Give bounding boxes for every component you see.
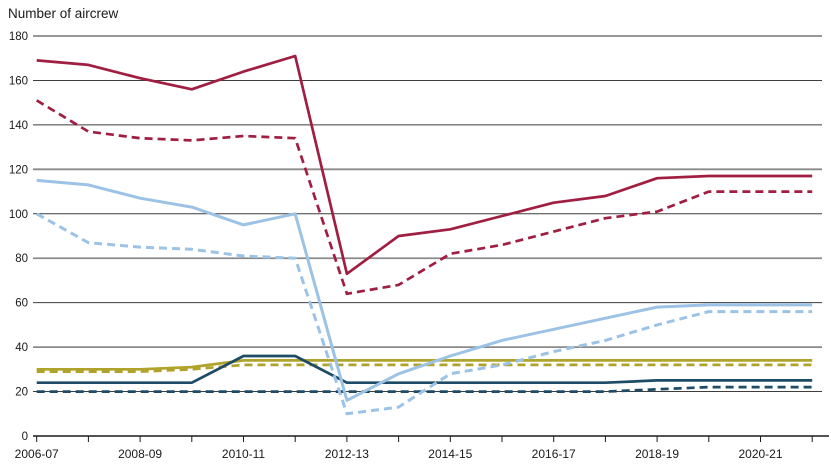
y-axis-tick-label: 140 [9, 120, 28, 132]
y-axis-tick-label: 120 [9, 164, 28, 176]
y-axis-tick-label: 180 [9, 31, 28, 43]
chart-title: Number of aircrew [8, 6, 119, 21]
y-axis-tick-label: 60 [15, 298, 28, 310]
y-axis-tick-label: 80 [15, 253, 28, 265]
y-axis-tick-label: 40 [15, 342, 28, 354]
x-axis-tick-label: 2012-13 [325, 447, 369, 461]
series-line-navy-solid [36, 354, 813, 385]
series-line-light-blue-dashed [35, 212, 813, 416]
y-axis-tick-label: 0 [22, 431, 28, 443]
x-axis-tick-label: 2016-17 [532, 447, 576, 461]
y-axis-tick-label: 20 [15, 387, 28, 399]
series-line-dark-red-solid [36, 54, 813, 276]
x-axis-tick-label: 2018-19 [635, 447, 679, 461]
y-axis-tick-label: 100 [9, 209, 28, 221]
series-line-dark-red-dashed [36, 99, 813, 296]
y-axis-tick-label: 160 [9, 75, 28, 87]
x-axis-tick-label: 2006-07 [15, 447, 59, 461]
series-line-olive-solid [36, 359, 813, 371]
x-axis-tick-label: 2014-15 [428, 447, 472, 461]
x-axis-tick-label: 2008-09 [118, 447, 162, 461]
series-line-light-blue-solid [36, 178, 813, 402]
x-axis-tick-label: 2010-11 [222, 447, 265, 461]
x-axis-tick-label: 2020-21 [738, 447, 782, 461]
